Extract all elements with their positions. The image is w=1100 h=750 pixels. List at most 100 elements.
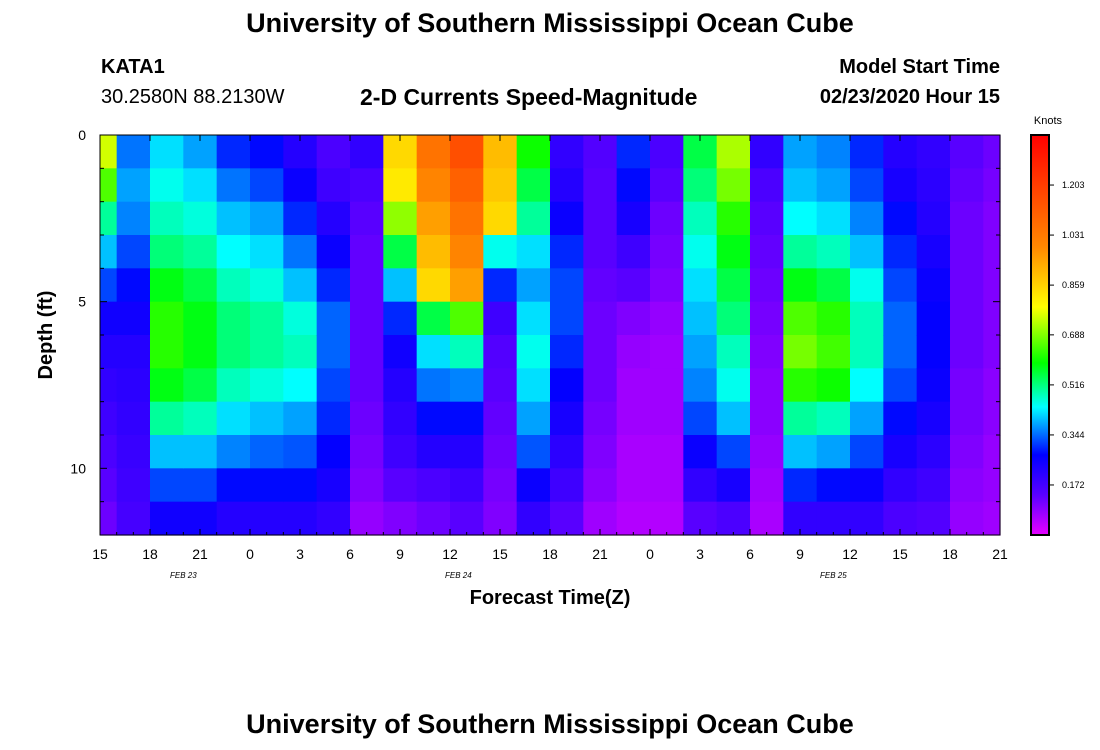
heatmap-cell [950,268,984,303]
heatmap-cell [650,201,684,236]
heatmap-cell [550,235,584,269]
heatmap-cell [216,468,251,503]
heatmap-cell [850,201,884,236]
heatmap-cell [916,168,951,203]
heatmap-cell [783,335,818,369]
heatmap-cell [483,235,518,269]
heatmap-cell [516,368,551,403]
heatmap-cell [883,435,918,469]
heatmap-cell [350,235,384,269]
heatmap-cell [916,435,951,469]
heatmap-cell [850,268,884,303]
heatmap-cell [616,301,651,336]
heatmap-cell [683,301,718,336]
heatmap-cell [383,235,418,269]
heatmap-cell [583,235,618,269]
x-tick-label: 21 [992,546,1008,562]
heatmap-cell [550,468,584,503]
heatmap-cell [983,201,1001,236]
heatmap-cell [550,401,584,436]
heatmap-cell [316,501,351,536]
heatmap-cell [750,468,784,503]
heatmap-cell [150,401,184,436]
heatmap-cell [850,368,884,403]
heatmap-cell [650,501,684,536]
heatmap-cell [883,235,918,269]
heatmap-cell [100,435,118,469]
heatmap-cell [916,468,951,503]
heatmap-cell [583,468,618,503]
heatmap-cell [516,201,551,236]
model-start-label: Model Start Time [839,56,1000,78]
heatmap-cell [750,268,784,303]
heatmap-cell [883,368,918,403]
colorbar-gradient [1030,134,1050,536]
heatmap-cell [150,301,184,336]
heatmap-cell [983,501,1001,536]
heatmap-cell [116,501,151,536]
heatmap-cell [483,468,518,503]
heatmap-cell [150,435,184,469]
heatmap-cell [416,168,451,203]
heatmap-cell [816,335,851,369]
heatmap-cell [550,268,584,303]
heatmap-cell [883,268,918,303]
heatmap-cell [250,135,284,169]
heatmap-cell [416,501,451,536]
heatmap-cell [583,401,618,436]
colorbar: Knots 1.203 1.031 0.859 0.688 0.516 0.344 0.17… [1030,115,1085,536]
heatmap-cell [450,135,484,169]
heatmap-cell [516,301,551,336]
heatmap-cell [350,168,384,203]
heatmap-cell [350,335,384,369]
heatmap-cell [383,268,418,303]
heatmap-cell [216,235,251,269]
heatmap-cell [483,368,518,403]
heatmap-cell [850,301,884,336]
heatmap-cell [216,335,251,369]
heatmap-cell [283,401,318,436]
heatmap-cell [483,401,518,436]
heatmap-cell [116,168,151,203]
heatmap-cell [183,168,218,203]
heatmap-cell [816,135,851,169]
x-axis-label: Forecast Time(Z) [470,587,631,609]
heatmap-cell [283,268,318,303]
heatmap-cell [950,468,984,503]
heatmap-cell [116,401,151,436]
heatmap-cell [916,401,951,436]
heatmap-cell [450,201,484,236]
heatmap-cell [116,468,151,503]
heatmap-cell [650,435,684,469]
heatmap-cell [216,301,251,336]
heatmap-cell [516,468,551,503]
heatmap-cell [550,201,584,236]
heatmap-cell [250,401,284,436]
colorbar-tick-label: 0.172 [1062,480,1085,490]
heatmap-cell [550,301,584,336]
heatmap-cell [616,468,651,503]
heatmap-cell [616,368,651,403]
heatmap-cell [216,268,251,303]
heatmap-cell [983,168,1001,203]
heatmap-cell [483,301,518,336]
heatmap-cell [316,168,351,203]
heatmap-cell [550,335,584,369]
x-tick-label: 0 [646,546,654,562]
heatmap-cell [100,235,118,269]
heatmap-cell [316,235,351,269]
y-tick-label: 10 [70,460,86,476]
heatmap-cell [983,401,1001,436]
colorbar-tick-label: 0.344 [1062,430,1085,440]
colorbar-tick-label: 1.031 [1062,230,1085,240]
heatmap-cell [450,435,484,469]
heatmap-cell [916,268,951,303]
heatmap-cell [150,201,184,236]
heatmap-cell [950,235,984,269]
heatmap-cell [716,468,751,503]
heatmap-cell [650,235,684,269]
heatmap-cell [416,401,451,436]
heatmap-cell [450,401,484,436]
heatmap-cell [616,168,651,203]
heatmap-cell [183,335,218,369]
